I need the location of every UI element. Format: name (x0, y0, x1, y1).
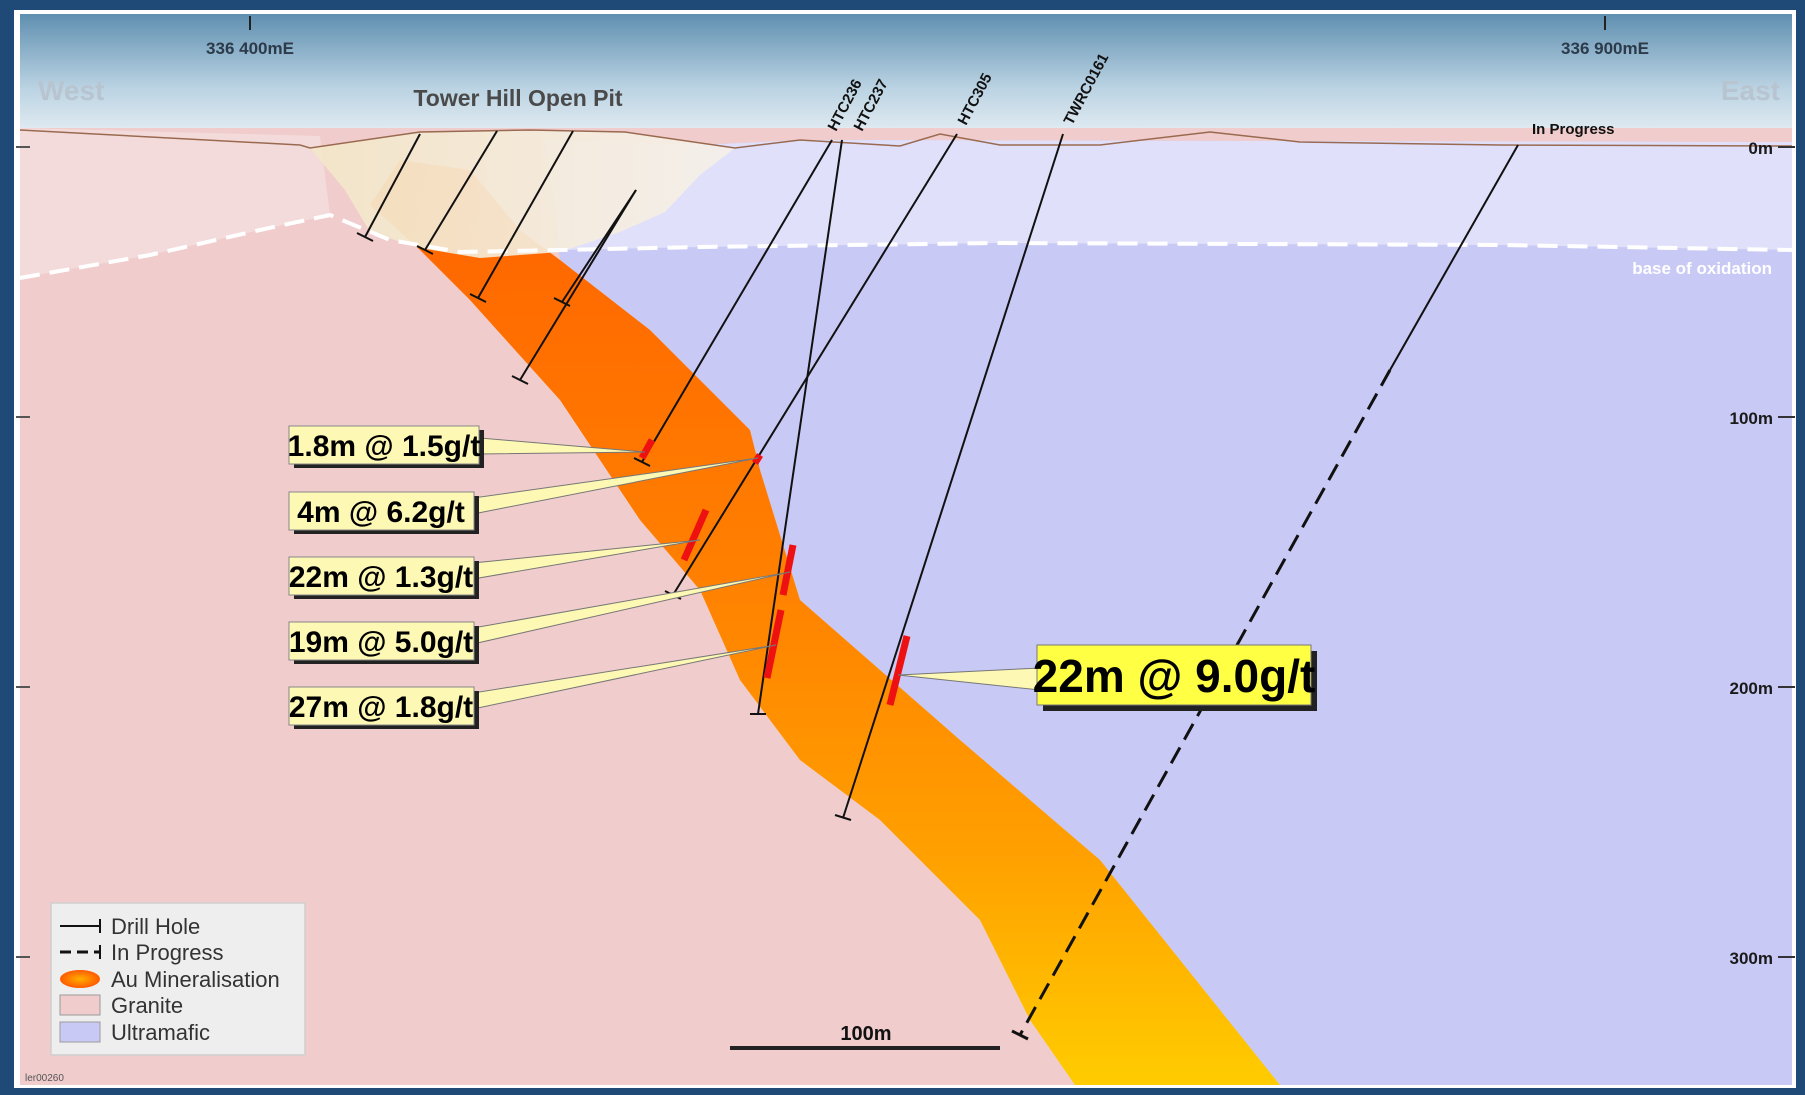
depth-label: 300m (1730, 949, 1773, 968)
oxidation-label: base of oxidation (1632, 259, 1772, 278)
legend-item: Au Mineralisation (60, 967, 280, 992)
legend-item: Ultramafic (59, 1020, 210, 1045)
intercept-label: 19m @ 5.0g/t (289, 626, 473, 659)
intercept-label: 1.8m @ 1.5g/t (288, 430, 481, 463)
legend-label: In Progress (111, 940, 224, 965)
depth-label: 200m (1730, 679, 1773, 698)
intercept-label: 27m @ 1.8g/t (289, 691, 473, 724)
legend-item: Granite (59, 993, 183, 1018)
depth-axis: 0m 100m 200m 300m (1730, 139, 1795, 968)
easting-label: 336 900mE (1561, 39, 1649, 58)
drill-hole-twrc0161 (842, 133, 1064, 819)
oxidised-granite (20, 128, 330, 278)
intercept-segments (638, 438, 911, 706)
drill-hole-in-progress-solid (1389, 144, 1519, 371)
callout-pointers (472, 437, 1041, 710)
pit-drill-holes (356, 130, 637, 385)
drill-hole-htc305 (672, 133, 958, 596)
scale-label: 100m (840, 1023, 891, 1045)
figure-reference: ler00260 (25, 1073, 64, 1084)
legend-label: Ultramafic (111, 1020, 210, 1045)
intercept-label: 22m @ 1.3g/t (289, 561, 473, 594)
intercept-label: 4m @ 6.2g/t (297, 496, 465, 529)
ultramafic-unit (545, 140, 1792, 1085)
intercept-box (288, 491, 475, 531)
legend-label: Granite (111, 993, 183, 1018)
depth-label: 0m (1748, 139, 1773, 158)
sky-band (20, 14, 1792, 146)
legend-item: Drill Hole (60, 914, 200, 939)
intercept-box (288, 556, 475, 596)
in-progress-label: In Progress (1532, 121, 1615, 138)
legend-item: In Progress (60, 940, 224, 965)
oxidised-ultramafic (545, 140, 1792, 250)
east-label: East (1721, 75, 1780, 106)
highlight-box (1036, 644, 1312, 706)
intercept-box (288, 425, 480, 465)
west-label: West (38, 75, 104, 106)
intercept-box (288, 686, 475, 726)
depth-label: 100m (1730, 409, 1773, 428)
drill-hole-htc237 (757, 139, 843, 715)
au-mineralisation (370, 160, 1280, 1085)
legend-label: Au Mineralisation (111, 967, 280, 992)
legend: Drill Hole In Progress Au Mineralisation… (50, 902, 306, 1056)
pit-label: Tower Hill Open Pit (413, 85, 622, 111)
open-pit (310, 130, 735, 258)
highlight-intercept: 22m @ 9.0g/t (1033, 644, 1317, 711)
legend-label: Drill Hole (111, 914, 200, 939)
left-depth-ticks (16, 146, 30, 958)
scale-bar: 100m (730, 1023, 1000, 1050)
topography-line (19, 129, 1793, 149)
easting-label: 336 400mE (206, 39, 294, 58)
base-of-oxidation-line (19, 212, 1793, 280)
intercept-labels: 1.8m @ 1.5g/t 4m @ 6.2g/t 22m @ 1.3g/t 1… (288, 425, 484, 729)
highlight-label: 22m @ 9.0g/t (1033, 650, 1316, 702)
drill-hole-htc236 (641, 139, 833, 463)
intercept-box (288, 621, 475, 661)
